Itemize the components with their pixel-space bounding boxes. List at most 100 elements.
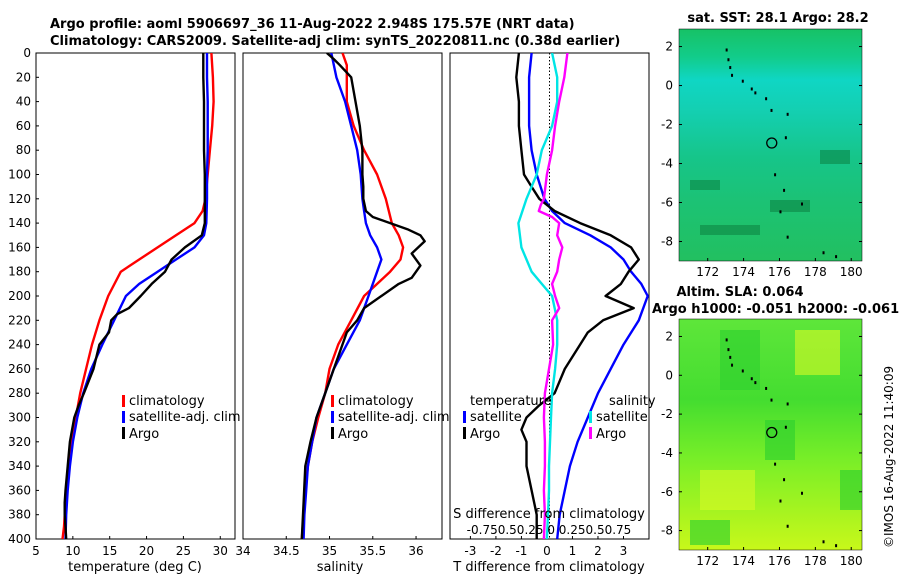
island-dot bbox=[786, 112, 789, 116]
difference-tick-labels: -3 -2 -1 0 1 2 3 bbox=[464, 536, 627, 558]
depth-tick-40: 40 bbox=[16, 95, 31, 109]
lon-tick-174: 174 bbox=[732, 554, 755, 568]
lon-tick-178: 178 bbox=[804, 265, 827, 279]
x-tick-36: 36 bbox=[408, 544, 423, 558]
argo-location-marker bbox=[766, 426, 778, 439]
x-tick-0: 0 bbox=[543, 544, 551, 558]
legend-swatch-s-argo bbox=[589, 427, 592, 439]
depth-tick-260: 260 bbox=[8, 362, 31, 376]
legend-title-temperature: temperature bbox=[470, 394, 552, 409]
island-dot bbox=[822, 540, 825, 544]
depth-tick-160: 160 bbox=[8, 240, 31, 254]
legend-label-argo: Argo bbox=[338, 427, 368, 442]
depth-tick-100: 100 bbox=[8, 168, 31, 182]
lat-tick-2: 2 bbox=[665, 40, 673, 54]
sla-map-title-line1: Altim. SLA: 0.064 bbox=[677, 285, 804, 300]
x-tick-3: 3 bbox=[620, 544, 628, 558]
x-tick-1: 1 bbox=[569, 544, 577, 558]
series-s-argo bbox=[537, 53, 569, 539]
legend-label-climatology: climatology bbox=[338, 394, 414, 409]
island-dot bbox=[765, 386, 768, 390]
salinity-tick-labels: 34 34.5 35 35.5 36 bbox=[235, 536, 424, 558]
lat-tick--4: -4 bbox=[661, 157, 673, 171]
depth-tick-180: 180 bbox=[8, 265, 31, 279]
depth-tick-80: 80 bbox=[16, 143, 31, 157]
lat-tick--8: -8 bbox=[661, 524, 673, 538]
island-dot bbox=[779, 499, 782, 503]
temperature-panel: 0 20 40 60 80 100 120 140 160 180 200 220 240 260 280 3… bbox=[8, 46, 453, 575]
lat-tick-2: 2 bbox=[665, 329, 673, 343]
legend-swatch-satellite bbox=[331, 411, 334, 423]
legend-label-satellite: satellite-adj. clim bbox=[338, 410, 450, 425]
island-dot bbox=[786, 524, 789, 528]
salinity-difference-ticks: -0.750.50.25 0 0.250.50.75 bbox=[467, 523, 632, 537]
series-argo bbox=[63, 53, 207, 539]
island-dot bbox=[783, 188, 786, 192]
series-argo bbox=[300, 53, 426, 539]
depth-tick-0: 0 bbox=[23, 46, 31, 60]
legend-swatch-t-satellite bbox=[463, 411, 466, 423]
lat-tick-0: 0 bbox=[665, 368, 673, 382]
series-s-satellite bbox=[517, 53, 559, 539]
island-dot bbox=[770, 398, 773, 402]
legend-label-satellite: satellite-adj. clim bbox=[129, 410, 241, 425]
lon-tick-172: 172 bbox=[696, 554, 719, 568]
temperature-lines bbox=[61, 53, 215, 539]
salinity-xlabel: salinity bbox=[317, 560, 364, 575]
island-dot bbox=[801, 202, 803, 206]
sst-texture bbox=[690, 150, 850, 235]
imos-watermark: ©IMOS 16-Aug-2022 11:40:09 bbox=[882, 366, 896, 548]
island-dot bbox=[754, 91, 757, 95]
lon-tick-176: 176 bbox=[768, 265, 791, 279]
x-tick-5: 5 bbox=[32, 544, 40, 558]
depth-tick-380: 380 bbox=[8, 508, 31, 522]
island-dot bbox=[750, 87, 753, 91]
depth-tick-20: 20 bbox=[16, 70, 31, 84]
sst-map-lat-ticks: 2 0 -2 -4 -6 -8 bbox=[661, 40, 862, 249]
sla-texture-light bbox=[700, 330, 840, 510]
island-dot bbox=[750, 377, 753, 381]
sla-map-panel: Altim. SLA: 0.064 Argo h1000: -0.051 h20… bbox=[652, 285, 899, 568]
legend-swatch-argo bbox=[122, 427, 125, 439]
island-dot bbox=[835, 255, 838, 259]
salinity-lines bbox=[300, 53, 426, 539]
legend-swatch-climatology bbox=[331, 395, 334, 407]
sst-field bbox=[678, 28, 863, 262]
island-dot bbox=[784, 425, 787, 429]
series-t-argo bbox=[515, 53, 640, 539]
lat-tick--2: -2 bbox=[661, 118, 673, 132]
island-dot bbox=[727, 348, 730, 352]
depth-tick-360: 360 bbox=[8, 483, 31, 497]
legend-label-t-argo: Argo bbox=[470, 427, 500, 442]
legend-swatch-satellite bbox=[122, 411, 125, 423]
island-dot bbox=[822, 251, 825, 255]
island-dot bbox=[741, 79, 744, 83]
island-dot bbox=[774, 173, 777, 177]
sla-map-title-line2: Argo h1000: -0.051 h2000: -0.061 bbox=[652, 302, 899, 317]
sla-map-lat-ticks: 2 0 -2 -4 -6 -8 bbox=[661, 329, 862, 538]
island-dot bbox=[783, 478, 786, 482]
sst-map-panel: sat. SST: 28.1 Argo: 28.2 172 174 176 178 18… bbox=[661, 11, 869, 279]
island-dot bbox=[779, 210, 782, 214]
x-tick--1: -1 bbox=[515, 544, 527, 558]
island-markers bbox=[725, 48, 838, 259]
lon-tick-178: 178 bbox=[804, 554, 827, 568]
lat-tick--4: -4 bbox=[661, 446, 673, 460]
x-tick-35.5: 35.5 bbox=[359, 544, 386, 558]
x-tick-10: 10 bbox=[65, 544, 80, 558]
sst-map-lon-ticks: 172 174 176 178 180 bbox=[696, 258, 863, 279]
series-t-satellite bbox=[527, 53, 649, 539]
legend-swatch-argo bbox=[331, 427, 334, 439]
depth-tick-60: 60 bbox=[16, 119, 31, 133]
island-dot bbox=[786, 402, 789, 406]
lon-tick-180: 180 bbox=[840, 554, 863, 568]
depth-tick-200: 200 bbox=[8, 289, 31, 303]
temperature-legend: climatology satellite-adj. clim Argo bbox=[122, 394, 241, 442]
legend-swatch-climatology bbox=[122, 395, 125, 407]
lat-tick--2: -2 bbox=[661, 407, 673, 421]
island-dot bbox=[770, 108, 773, 112]
x-tick--3: -3 bbox=[464, 544, 476, 558]
legend-label-t-satellite: satellite bbox=[470, 410, 522, 425]
lat-tick--8: -8 bbox=[661, 235, 673, 249]
